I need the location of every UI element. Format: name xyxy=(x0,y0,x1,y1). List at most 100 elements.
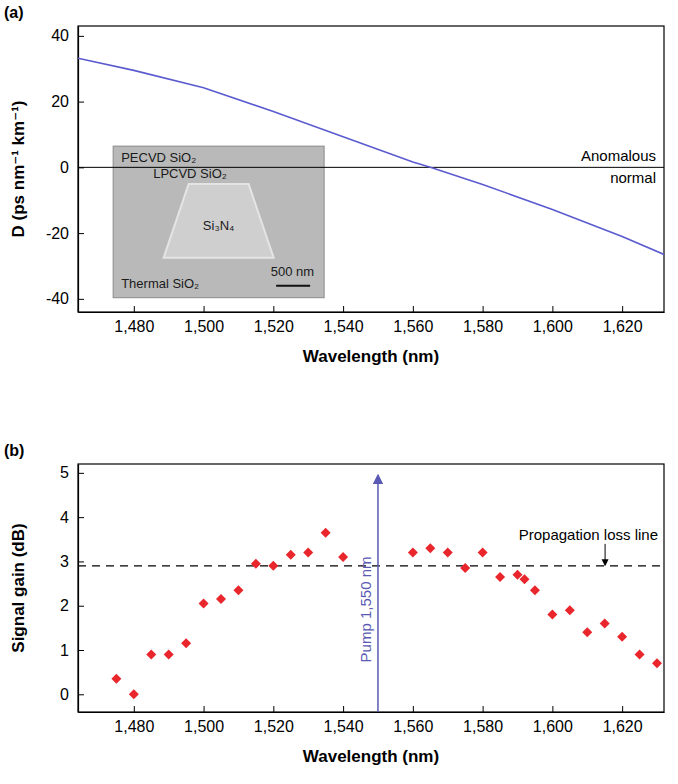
pump-label: Pump 1,550 nm xyxy=(357,556,374,662)
data-point xyxy=(286,550,296,560)
data-line xyxy=(78,58,664,254)
data-point xyxy=(547,610,557,620)
y-tick-mark xyxy=(78,517,84,518)
x-axis-title: Wavelength (nm) xyxy=(303,747,439,766)
x-tick-label: 1,500 xyxy=(184,318,224,335)
pump-arrow xyxy=(377,479,379,712)
y-tick: 4 xyxy=(60,509,84,526)
x-tick: 1,500 xyxy=(184,306,224,335)
reference-line-label: Propagation loss line xyxy=(519,526,658,543)
data-point xyxy=(146,649,156,659)
x-tick-label: 1,520 xyxy=(254,718,294,735)
data-point xyxy=(408,548,418,558)
data-point xyxy=(519,574,529,584)
inset-label: PECVD SiO₂ xyxy=(121,150,196,165)
data-point xyxy=(233,585,243,595)
inset: PECVD SiO₂LPCVD SiO₂Si₃N₄Thermal SiO₂500… xyxy=(113,146,324,298)
data-point xyxy=(199,598,209,608)
y-tick-mark xyxy=(78,102,84,103)
x-tick-label: 1,560 xyxy=(393,318,433,335)
plot-frame xyxy=(78,26,664,312)
x-axis: 1,480 1,500 1,520 1,540 1,560 1,580 1,600 1,620 xyxy=(79,306,665,335)
data-point xyxy=(425,543,435,553)
data-point xyxy=(111,674,121,684)
y-tick-mark xyxy=(78,606,84,607)
data-point xyxy=(635,649,645,659)
data-point xyxy=(478,548,488,558)
inset-label: Thermal SiO₂ xyxy=(121,276,199,291)
y-tick: 20 xyxy=(51,93,84,110)
x-axis-line xyxy=(79,712,665,713)
data-point xyxy=(321,528,331,538)
y-tick-mark xyxy=(78,650,84,651)
data-point xyxy=(495,572,505,582)
data-point xyxy=(582,627,592,637)
x-tick-label: 1,520 xyxy=(254,318,294,335)
inset-scale-bar xyxy=(276,285,310,287)
data-point xyxy=(338,552,348,562)
y-tick-mark xyxy=(78,36,84,37)
x-tick: 1,480 xyxy=(114,706,154,735)
x-tick-label: 1,620 xyxy=(603,318,643,335)
y-tick: -20 xyxy=(46,225,84,242)
y-tick: 1 xyxy=(60,642,84,659)
x-tick-mark xyxy=(483,306,484,312)
x-tick: 1,620 xyxy=(603,706,643,735)
y-tick: 2 xyxy=(60,597,84,614)
data-point xyxy=(164,649,174,659)
x-tick-mark xyxy=(273,706,274,712)
y-axis: 0 1 2 3 4 5 xyxy=(60,464,84,712)
data-point xyxy=(303,548,313,558)
y-tick-mark xyxy=(78,233,84,234)
y-tick: 3 xyxy=(60,553,84,570)
x-tick-mark xyxy=(343,306,344,312)
x-tick-label: 1,620 xyxy=(603,718,643,735)
x-tick: 1,540 xyxy=(324,306,364,335)
y-tick-label: 2 xyxy=(60,597,69,614)
data-point xyxy=(181,638,191,648)
data-point xyxy=(268,561,278,571)
x-tick: 1,580 xyxy=(463,706,503,735)
y-tick: 0 xyxy=(60,686,84,703)
panel-label: (a) xyxy=(4,4,24,21)
panel-label: (b) xyxy=(4,442,24,459)
reference-line xyxy=(78,167,664,168)
y-tick: 40 xyxy=(51,27,84,44)
y-tick-label: 20 xyxy=(51,93,69,110)
y-tick: -40 xyxy=(46,290,84,307)
x-tick-mark xyxy=(622,706,623,712)
x-tick: 1,600 xyxy=(533,706,573,735)
x-tick-mark xyxy=(622,306,623,312)
data-point xyxy=(443,548,453,558)
data-point xyxy=(530,585,540,595)
x-tick: 1,580 xyxy=(463,306,503,335)
x-tick-mark xyxy=(343,706,344,712)
x-tick-mark xyxy=(552,306,553,312)
x-tick: 1,480 xyxy=(114,306,154,335)
x-tick: 1,560 xyxy=(393,706,433,735)
data-point xyxy=(129,689,139,699)
inset-label: Si₃N₄ xyxy=(203,218,235,233)
y-tick-mark xyxy=(78,561,84,562)
x-tick: 1,520 xyxy=(254,306,294,335)
y-tick-label: 0 xyxy=(60,686,69,703)
plot-marks xyxy=(78,479,664,712)
y-tick-mark xyxy=(78,694,84,695)
x-tick-mark xyxy=(413,306,414,312)
y-axis-title: Signal gain (dB) xyxy=(9,523,28,652)
y-tick-label: 5 xyxy=(60,464,69,481)
x-tick-label: 1,480 xyxy=(114,318,154,335)
x-tick-label: 1,560 xyxy=(393,718,433,735)
data-point xyxy=(617,632,627,642)
y-tick-label: -40 xyxy=(46,290,69,307)
x-tick-mark xyxy=(134,306,135,312)
y-axis: -40-2002040 xyxy=(46,27,84,313)
annotation: Anomalous xyxy=(581,147,656,164)
panel-2: 1,4801,5001,5201,5401,5601,5801,6001,620… xyxy=(4,442,665,766)
y-tick-label: 4 xyxy=(60,509,69,526)
y-axis-line xyxy=(78,465,79,713)
x-tick: 1,600 xyxy=(533,306,573,335)
x-tick-mark xyxy=(204,306,205,312)
x-tick-mark xyxy=(413,706,414,712)
x-tick-mark xyxy=(483,706,484,712)
